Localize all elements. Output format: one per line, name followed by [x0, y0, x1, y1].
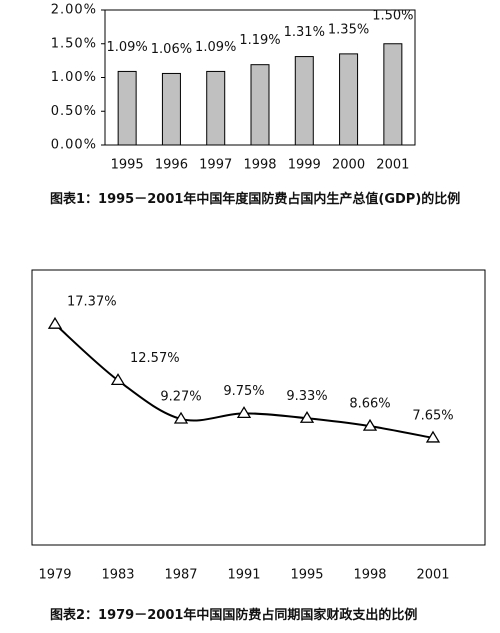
bar	[206, 70, 226, 146]
x-tick-label: 1995	[111, 158, 144, 173]
data-label: 1.09%	[106, 40, 147, 55]
data-label: 9.27%	[160, 389, 201, 404]
data-label: 9.75%	[223, 384, 264, 399]
x-tick-label: 2001	[376, 158, 409, 173]
bar	[250, 64, 270, 146]
x-tick-label: 1999	[288, 158, 321, 173]
data-label: 1.31%	[284, 25, 325, 40]
y-tick-label: 2.00%	[51, 3, 97, 18]
data-label: 17.37%	[67, 295, 117, 310]
bar	[339, 53, 359, 146]
data-label: 8.66%	[349, 397, 390, 412]
x-tick-label: 1996	[155, 158, 188, 173]
data-label: 1.50%	[372, 8, 413, 23]
marker	[299, 411, 315, 423]
marker	[236, 406, 252, 419]
y-tick-label: 1.50%	[51, 36, 97, 51]
x-tick-label: 1998	[243, 158, 276, 173]
x-tick-label: 1997	[199, 158, 232, 173]
marker	[47, 316, 63, 329]
x-tick-label: 1991	[227, 568, 260, 583]
data-label: 1.06%	[151, 42, 192, 57]
x-tick-label: 2000	[332, 158, 365, 173]
x-tick-label: 2001	[416, 568, 449, 583]
chart-title: 图表2：1979－2001年中国国防费占同期国家财政支出的比例	[50, 608, 418, 623]
data-label: 12.57%	[130, 351, 180, 366]
marker	[425, 430, 441, 443]
bar	[117, 70, 137, 146]
bar	[161, 72, 181, 146]
bar	[383, 43, 403, 146]
x-tick-label: 1998	[353, 568, 386, 583]
data-label: 1.35%	[328, 22, 369, 37]
plot-frame	[31, 269, 486, 546]
y-tick-label: 0.50%	[51, 104, 97, 119]
data-label: 1.09%	[195, 40, 236, 55]
bar	[294, 56, 314, 146]
x-tick-label: 1995	[290, 568, 323, 583]
marker	[362, 418, 378, 431]
data-label: 9.33%	[286, 389, 327, 404]
data-label: 7.65%	[412, 408, 453, 423]
x-tick-label: 1983	[101, 568, 134, 583]
chart-title: 图表1：1995－2001年中国年度国防费占国内生产总值(GDP)的比例	[50, 192, 461, 207]
line	[54, 323, 434, 439]
x-tick-label: 1979	[38, 568, 71, 583]
marker	[173, 411, 189, 424]
marker	[110, 373, 126, 386]
y-tick-label: 0.00%	[51, 138, 97, 153]
data-label: 1.19%	[239, 33, 280, 48]
y-tick-label: 1.00%	[51, 70, 97, 85]
x-tick-label: 1987	[164, 568, 197, 583]
